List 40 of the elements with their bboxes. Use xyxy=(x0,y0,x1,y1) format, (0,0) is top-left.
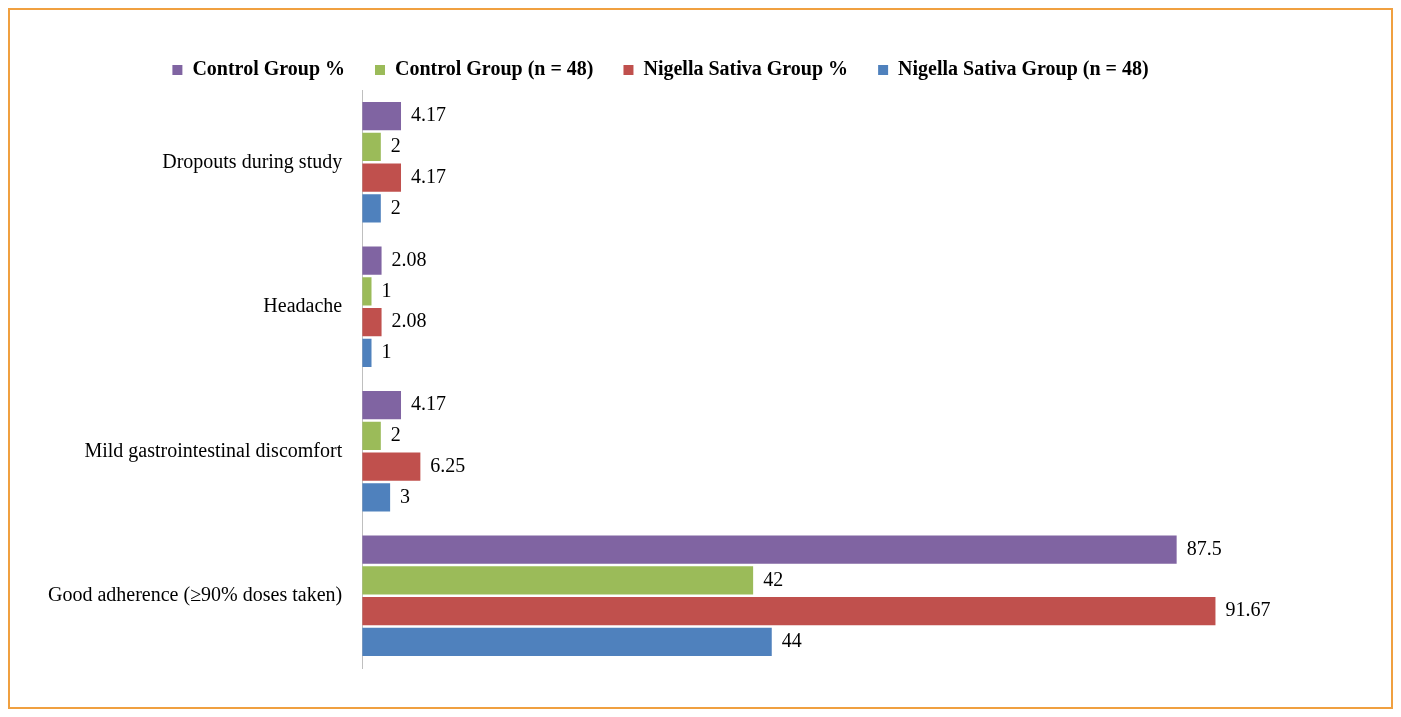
data-label: 1 xyxy=(381,340,392,363)
data-label: 44 xyxy=(781,629,802,652)
bar xyxy=(362,483,391,512)
data-label: 1 xyxy=(381,278,392,301)
bar xyxy=(362,566,754,595)
data-label: 4.17 xyxy=(411,392,447,415)
bar xyxy=(362,421,381,451)
legend-label: Control Group (n = 48) xyxy=(395,57,594,81)
bar xyxy=(362,277,372,306)
data-label: 2.08 xyxy=(391,309,427,332)
data-label: 87.5 xyxy=(1186,536,1222,559)
data-label: 3 xyxy=(400,484,411,507)
data-label: 2.08 xyxy=(391,247,427,270)
bar xyxy=(362,391,402,420)
bar xyxy=(362,596,1216,626)
bar xyxy=(362,338,372,367)
data-label: 2 xyxy=(390,195,401,218)
legend-label: Nigella Sativa Group % xyxy=(643,57,849,81)
bar xyxy=(362,307,382,337)
bar xyxy=(362,163,402,192)
data-label: 91.67 xyxy=(1225,598,1271,621)
data-label: 2 xyxy=(390,423,401,446)
data-label: 4.17 xyxy=(411,103,447,126)
legend-label: Control Group % xyxy=(192,57,346,81)
bar xyxy=(362,627,772,656)
bar xyxy=(362,194,381,223)
y-tick-label: Headache xyxy=(263,294,343,316)
data-label: 6.25 xyxy=(430,453,466,476)
bar xyxy=(362,132,381,162)
bar xyxy=(362,535,1177,564)
bar xyxy=(362,102,402,131)
bar xyxy=(362,246,382,275)
y-tick-label: Good adherence (≥90% doses taken) xyxy=(48,583,343,606)
y-tick-label: Dropouts during study xyxy=(162,149,343,173)
y-tick-label: Mild gastrointestinal discomfort xyxy=(84,438,343,462)
data-label: 4.17 xyxy=(411,164,447,187)
data-label: 42 xyxy=(763,567,784,590)
legend-label: Nigella Sativa Group (n = 48) xyxy=(898,57,1149,81)
data-label: 2 xyxy=(390,134,401,157)
bar xyxy=(362,452,421,481)
